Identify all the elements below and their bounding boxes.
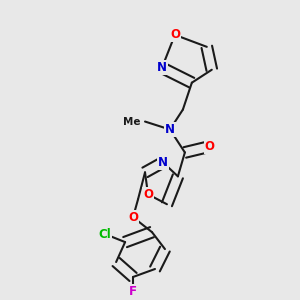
Text: O: O (170, 28, 180, 41)
Text: F: F (129, 285, 137, 298)
Text: O: O (128, 211, 138, 224)
Text: O: O (143, 188, 153, 201)
Text: N: N (165, 123, 175, 136)
Text: Cl: Cl (99, 228, 112, 241)
Text: N: N (157, 61, 167, 74)
Text: Me: Me (122, 116, 140, 127)
Text: N: N (158, 156, 168, 169)
Text: O: O (205, 140, 215, 153)
